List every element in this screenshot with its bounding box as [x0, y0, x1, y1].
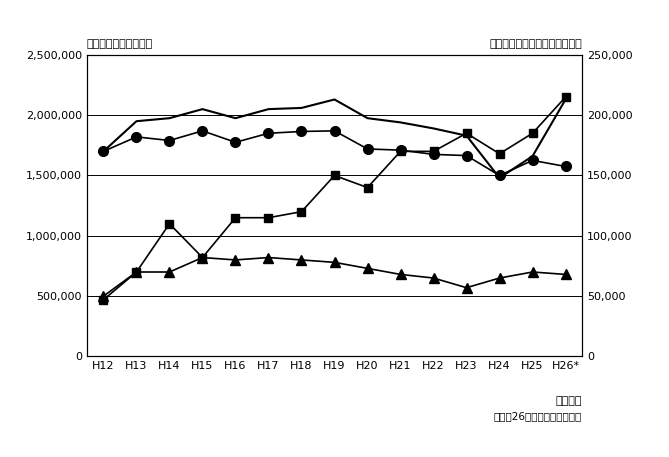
- Text: （ガン類・ハクチョウ類羽数）: （ガン類・ハクチョウ類羽数）: [489, 39, 582, 49]
- Legend: 総数, カモ類, ガン類(右軸), ハクチョウ類(右軸): 総数, カモ類, ガン類(右軸), ハクチョウ類(右軸): [162, 455, 507, 457]
- Text: （年度）: （年度）: [555, 396, 582, 406]
- Text: ＊平成26年度の数値は暫定値: ＊平成26年度の数値は暫定値: [494, 411, 582, 421]
- Text: （総数・カモ類羽数）: （総数・カモ類羽数）: [87, 39, 153, 49]
